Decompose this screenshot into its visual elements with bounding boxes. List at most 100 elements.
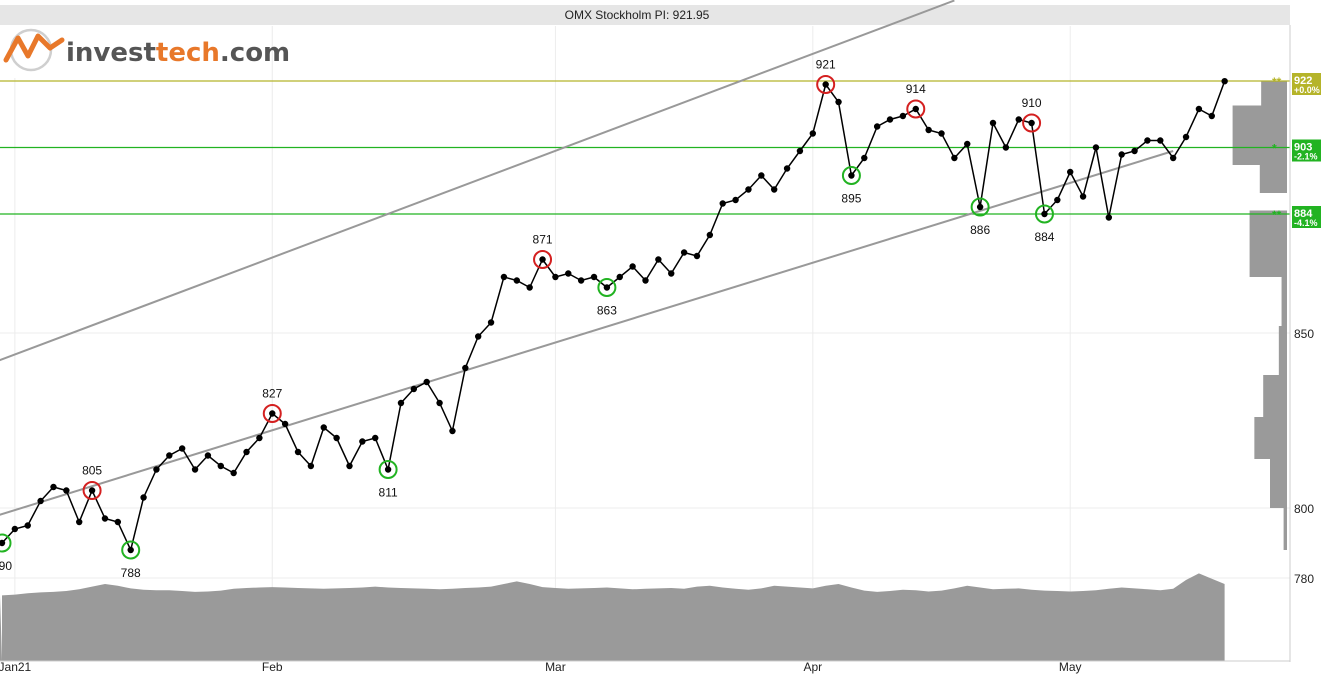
price-point bbox=[474, 333, 482, 340]
price-point bbox=[513, 277, 520, 284]
level-badge-922 bbox=[1292, 73, 1321, 95]
peak-circle bbox=[906, 99, 926, 119]
price-point bbox=[1131, 147, 1138, 155]
price-point bbox=[642, 277, 649, 284]
trough-label: 788 bbox=[121, 566, 141, 580]
level-badge-884 bbox=[1292, 206, 1321, 228]
price-point bbox=[372, 434, 379, 442]
price-point bbox=[629, 263, 636, 270]
price-point bbox=[1105, 214, 1113, 221]
volume-profile-bar bbox=[1261, 81, 1287, 106]
y-tick-label: 800 bbox=[1294, 502, 1314, 516]
price-point bbox=[320, 424, 327, 431]
price-point bbox=[1002, 144, 1010, 151]
trend-channel bbox=[0, 0, 1174, 516]
price-point bbox=[166, 452, 173, 459]
price-point bbox=[783, 165, 791, 172]
y-axis: 780 800 850 bbox=[1294, 327, 1314, 586]
price-point bbox=[178, 445, 186, 452]
price-point bbox=[153, 466, 160, 473]
trough-circle bbox=[1034, 204, 1054, 224]
price-point bbox=[964, 140, 971, 148]
price-point bbox=[11, 525, 19, 533]
level-stars-884: ** bbox=[1272, 208, 1282, 222]
price-point bbox=[449, 427, 456, 435]
price-point bbox=[346, 462, 353, 470]
volume-profile-bar bbox=[1259, 165, 1287, 193]
trough-label: 886 bbox=[970, 223, 990, 237]
price-point bbox=[616, 273, 623, 281]
trend-line-upper bbox=[0, 0, 955, 362]
x-tick-label: May bbox=[1059, 660, 1082, 674]
trough-label: 884 bbox=[1034, 230, 1054, 244]
peak-label: 914 bbox=[906, 82, 926, 96]
grid bbox=[0, 26, 1290, 661]
volume-profile-bar bbox=[1278, 326, 1287, 375]
level-stars-922: ** bbox=[1272, 75, 1282, 89]
signal-circles: 805 827 871 921 914 910 790 788 811 863 895 886 884 bbox=[0, 58, 1055, 580]
price-point bbox=[256, 434, 263, 442]
level-lines: ** 922+0.0% * 903-2.1% ** 884-4.1% bbox=[0, 73, 1321, 228]
price-point bbox=[745, 186, 752, 193]
x-axis: Jan21 Feb Mar Apr May bbox=[0, 660, 1082, 674]
trough-label: 863 bbox=[597, 304, 617, 318]
volume-profile-bar bbox=[1263, 375, 1287, 417]
volume-profile-bar bbox=[1254, 417, 1287, 459]
trough-circle bbox=[597, 278, 617, 297]
price-point bbox=[719, 200, 726, 207]
volume-profile-bar bbox=[1281, 277, 1287, 326]
price-point bbox=[822, 81, 829, 88]
trend-line-lower bbox=[0, 150, 1174, 516]
level-pct-903: -2.1% bbox=[1294, 152, 1318, 162]
price-point bbox=[577, 277, 585, 284]
price-point bbox=[809, 130, 817, 137]
trough-label: 811 bbox=[379, 486, 398, 500]
volume-profile-bar bbox=[1249, 210, 1287, 277]
trough-label: 895 bbox=[841, 192, 861, 206]
price-point bbox=[796, 147, 804, 155]
price-point bbox=[938, 130, 945, 137]
price-point bbox=[127, 546, 134, 554]
price-point bbox=[37, 497, 44, 505]
trough-label: 790 bbox=[0, 559, 12, 573]
price-point bbox=[590, 273, 598, 281]
logo-wordmark: investtech.com bbox=[66, 38, 290, 68]
price-point bbox=[976, 203, 984, 211]
level-stars-903: * bbox=[1272, 142, 1277, 156]
price-point bbox=[539, 256, 546, 263]
price-point bbox=[436, 399, 443, 407]
price-point bbox=[680, 249, 688, 256]
x-tick-label: Feb bbox=[262, 660, 283, 674]
price-point bbox=[1028, 119, 1035, 127]
level-pct-884: -4.1% bbox=[1294, 218, 1318, 228]
price-point bbox=[230, 469, 237, 477]
price-point bbox=[1208, 112, 1215, 120]
price-point bbox=[1144, 137, 1151, 144]
price-point bbox=[0, 539, 6, 547]
price-point bbox=[693, 252, 701, 260]
price-point bbox=[63, 487, 70, 494]
price-point bbox=[397, 399, 405, 407]
price-point bbox=[951, 154, 958, 162]
price-point bbox=[1221, 77, 1228, 85]
price-point bbox=[771, 186, 778, 193]
peak-label: 827 bbox=[262, 387, 282, 401]
trough-circle bbox=[121, 540, 141, 560]
level-pct-922: +0.0% bbox=[1294, 85, 1320, 95]
price-point bbox=[333, 434, 340, 442]
peak-label: 921 bbox=[816, 58, 836, 72]
price-point bbox=[526, 284, 533, 291]
price-point bbox=[886, 116, 894, 123]
y-tick-label: 850 bbox=[1294, 327, 1314, 341]
volume-profile bbox=[1232, 81, 1287, 550]
price-point bbox=[1157, 137, 1164, 144]
price-point bbox=[191, 466, 199, 473]
y-tick-label: 780 bbox=[1294, 572, 1314, 586]
peak-circle bbox=[816, 75, 836, 94]
price-point bbox=[217, 462, 224, 470]
peak-label: 805 bbox=[82, 464, 102, 478]
peak-circle bbox=[262, 404, 282, 423]
trough-circle bbox=[970, 197, 990, 217]
